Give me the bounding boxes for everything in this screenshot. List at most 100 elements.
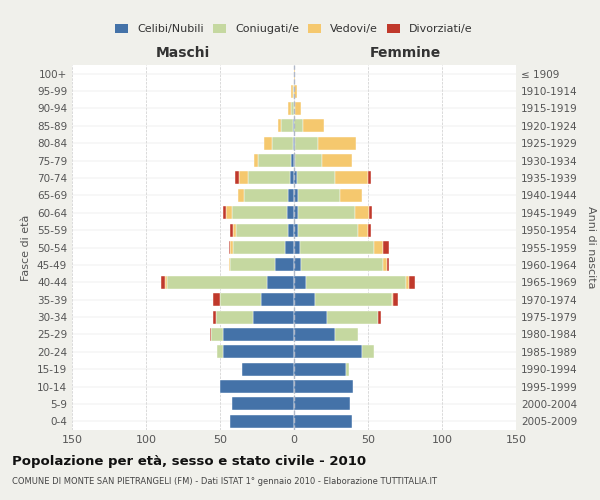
Bar bbox=[212, 310, 215, 324]
Bar bbox=[355, 206, 370, 220]
Bar bbox=[362, 346, 374, 358]
Bar bbox=[232, 398, 294, 410]
Bar bbox=[293, 136, 294, 149]
Bar bbox=[220, 380, 294, 393]
Bar bbox=[212, 293, 220, 306]
Bar bbox=[233, 241, 285, 254]
Bar bbox=[290, 172, 294, 184]
Bar bbox=[278, 120, 281, 132]
Bar bbox=[368, 172, 371, 184]
Bar bbox=[244, 189, 288, 202]
Bar bbox=[346, 362, 349, 376]
Bar bbox=[294, 310, 326, 324]
Bar bbox=[295, 136, 317, 149]
Bar bbox=[242, 362, 294, 376]
Legend: Celibi/Nubili, Coniugati/e, Vedovi/e, Divorziati/e: Celibi/Nubili, Coniugati/e, Vedovi/e, Di… bbox=[111, 20, 477, 39]
Bar bbox=[217, 346, 223, 358]
Bar bbox=[165, 276, 167, 289]
Bar bbox=[322, 154, 352, 167]
Bar bbox=[230, 258, 275, 272]
Bar bbox=[297, 172, 335, 184]
Bar bbox=[268, 276, 294, 289]
Bar bbox=[294, 102, 295, 115]
Bar bbox=[317, 136, 356, 149]
Bar bbox=[294, 84, 297, 98]
Bar bbox=[253, 310, 294, 324]
Bar bbox=[340, 189, 362, 202]
Bar bbox=[409, 276, 415, 289]
Bar bbox=[393, 293, 398, 306]
Bar bbox=[303, 120, 323, 132]
Bar bbox=[370, 206, 373, 220]
Bar bbox=[335, 328, 358, 341]
Bar bbox=[223, 346, 294, 358]
Bar bbox=[298, 189, 340, 202]
Bar bbox=[326, 310, 379, 324]
Bar bbox=[298, 206, 355, 220]
Bar bbox=[294, 362, 346, 376]
Bar bbox=[288, 189, 294, 202]
Bar bbox=[262, 293, 294, 306]
Bar bbox=[298, 224, 358, 236]
Bar bbox=[294, 224, 298, 236]
Bar bbox=[288, 224, 294, 236]
Text: Maschi: Maschi bbox=[156, 46, 210, 60]
Bar bbox=[272, 136, 293, 149]
Bar bbox=[161, 276, 165, 289]
Bar bbox=[294, 67, 295, 80]
Bar bbox=[301, 258, 383, 272]
Bar bbox=[315, 293, 392, 306]
Bar bbox=[209, 328, 211, 341]
Bar bbox=[294, 276, 306, 289]
Bar bbox=[383, 241, 389, 254]
Text: Femmine: Femmine bbox=[370, 46, 440, 60]
Bar bbox=[248, 172, 290, 184]
Bar bbox=[295, 154, 322, 167]
Bar bbox=[236, 224, 288, 236]
Bar bbox=[226, 206, 232, 220]
Y-axis label: Anni di nascita: Anni di nascita bbox=[586, 206, 596, 289]
Bar bbox=[294, 346, 362, 358]
Bar bbox=[281, 120, 293, 132]
Bar bbox=[285, 241, 294, 254]
Bar bbox=[293, 120, 294, 132]
Bar bbox=[254, 154, 259, 167]
Bar bbox=[211, 328, 223, 341]
Bar bbox=[392, 293, 393, 306]
Bar bbox=[379, 310, 382, 324]
Bar bbox=[291, 154, 294, 167]
Bar bbox=[294, 136, 295, 149]
Bar bbox=[265, 136, 272, 149]
Bar bbox=[387, 258, 389, 272]
Bar bbox=[232, 206, 287, 220]
Bar bbox=[294, 293, 315, 306]
Bar bbox=[294, 415, 352, 428]
Bar bbox=[230, 224, 233, 236]
Bar bbox=[291, 102, 294, 115]
Bar bbox=[295, 102, 301, 115]
Bar bbox=[239, 172, 248, 184]
Bar bbox=[233, 224, 236, 236]
Bar bbox=[223, 328, 294, 341]
Bar bbox=[294, 120, 303, 132]
Bar bbox=[383, 258, 387, 272]
Bar bbox=[291, 84, 293, 98]
Bar bbox=[294, 258, 301, 272]
Bar bbox=[215, 310, 253, 324]
Bar bbox=[229, 258, 230, 272]
Text: COMUNE DI MONTE SAN PIETRANGELI (FM) - Dati ISTAT 1° gennaio 2010 - Elaborazione: COMUNE DI MONTE SAN PIETRANGELI (FM) - D… bbox=[12, 478, 437, 486]
Bar bbox=[306, 276, 406, 289]
Bar bbox=[235, 172, 239, 184]
Bar bbox=[294, 328, 335, 341]
Bar bbox=[220, 293, 262, 306]
Bar bbox=[288, 102, 291, 115]
Bar bbox=[294, 241, 300, 254]
Y-axis label: Fasce di età: Fasce di età bbox=[22, 214, 31, 280]
Text: Popolazione per età, sesso e stato civile - 2010: Popolazione per età, sesso e stato civil… bbox=[12, 455, 366, 468]
Bar bbox=[229, 241, 230, 254]
Bar bbox=[294, 189, 298, 202]
Bar bbox=[368, 224, 371, 236]
Bar bbox=[223, 206, 226, 220]
Bar bbox=[230, 415, 294, 428]
Bar bbox=[167, 276, 268, 289]
